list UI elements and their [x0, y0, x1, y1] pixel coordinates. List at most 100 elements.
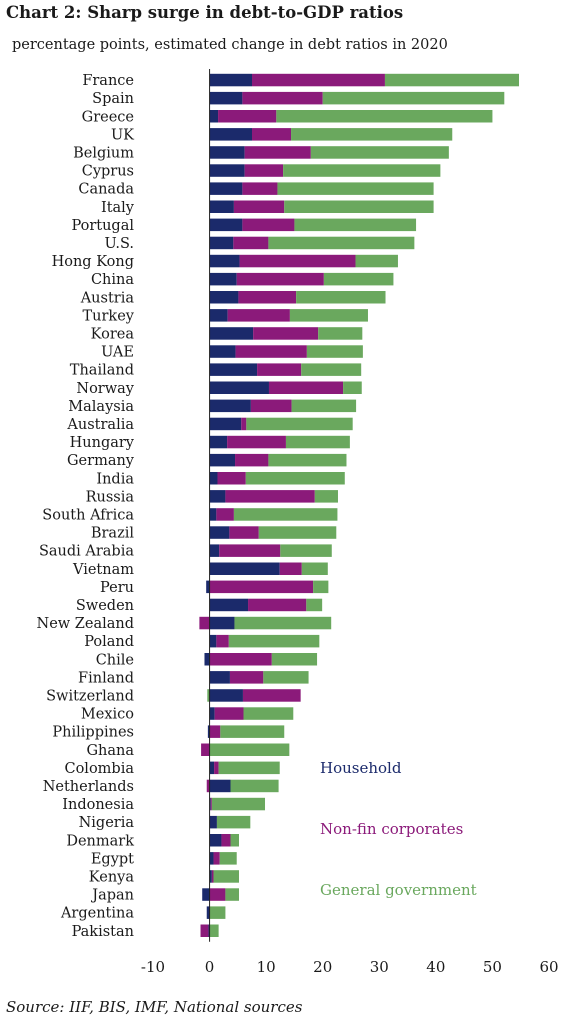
- category-label-hong-kong: Hong Kong: [52, 254, 134, 270]
- bar-mexico-general-government: [243, 707, 294, 720]
- category-label-japan: Japan: [90, 888, 134, 904]
- category-label-thailand: Thailand: [70, 363, 134, 379]
- bars-group: [199, 73, 520, 937]
- bar-colombia-household: [209, 761, 215, 775]
- bar-norway-household: [209, 381, 269, 394]
- bar-colombia-non-fin-corporates: [214, 761, 219, 775]
- source-note: Source: IIF, BIS, IMF, National sources: [6, 998, 303, 1016]
- bar-malaysia-non-fin-corporates: [250, 399, 292, 413]
- bar-malaysia-household: [209, 399, 251, 413]
- legend-non-fin-corporates: Non-fin corporates: [320, 820, 463, 838]
- bar-spain-household: [209, 91, 243, 105]
- category-label-russia: Russia: [86, 489, 135, 505]
- category-label-portugal: Portugal: [71, 218, 134, 234]
- bar-philippines-general-government: [220, 725, 285, 738]
- category-label-austria: Austria: [80, 290, 135, 306]
- bar-australia-non-fin-corporates: [241, 417, 247, 431]
- category-label-brazil: Brazil: [91, 526, 135, 542]
- bar-switzerland-non-fin-corporates: [242, 689, 301, 702]
- bar-turkey-household: [209, 309, 228, 322]
- bar-uae-household: [209, 345, 236, 358]
- category-label-hungary: Hungary: [70, 435, 135, 451]
- bar-colombia-general-government: [218, 761, 280, 775]
- bar-india-non-fin-corporates: [217, 472, 246, 485]
- bar-hungary-general-government: [285, 435, 350, 449]
- category-label-philippines: Philippines: [52, 725, 134, 741]
- bar-germany-household: [209, 453, 236, 467]
- bar-chile-non-fin-corporates: [209, 653, 272, 666]
- bar-uk-non-fin-corporates: [252, 128, 292, 141]
- bar-netherlands-non-fin-corporates: [206, 779, 210, 793]
- bar-hungary-non-fin-corporates: [227, 435, 286, 449]
- stacked-bar-chart: France Spain Greece UK Belgium Cyprus Canada It…: [37, 69, 559, 976]
- category-label-spain: Spain: [92, 91, 134, 107]
- bar-france-household: [209, 73, 252, 87]
- bar-malaysia-general-government: [291, 399, 357, 413]
- category-label-turkey: Turkey: [82, 308, 134, 324]
- category-label-germany: Germany: [67, 453, 135, 469]
- bar-finland-general-government: [263, 671, 309, 684]
- category-label-south-africa: South Africa: [42, 507, 134, 523]
- bar-russia-general-government: [314, 490, 338, 503]
- bar-nigeria-general-government: [216, 815, 251, 829]
- bar-japan-general-government: [225, 888, 239, 901]
- bar-saudi-arabia-general-government: [280, 544, 332, 557]
- bar-norway-non-fin-corporates: [268, 381, 344, 394]
- bar-italy-non-fin-corporates: [233, 200, 285, 213]
- x-tick-label: 0: [205, 958, 215, 976]
- bar-brazil-household: [209, 526, 230, 539]
- category-label-belgium: Belgium: [73, 145, 134, 161]
- bar-new-zealand-household: [209, 616, 235, 630]
- category-label-australia: Australia: [66, 417, 134, 433]
- bar-australia-household: [209, 417, 242, 431]
- bar-korea-household: [209, 327, 254, 340]
- bar-italy-general-government: [284, 200, 434, 213]
- bar-austria-non-fin-corporates: [238, 291, 297, 304]
- bar-egypt-non-fin-corporates: [213, 852, 220, 865]
- category-label-switzerland: Switzerland: [46, 688, 134, 704]
- bar-pakistan-household: [208, 924, 210, 937]
- category-label-netherlands: Netherlands: [43, 779, 134, 795]
- bar-argentina-household: [206, 906, 210, 919]
- bar-korea-general-government: [318, 327, 363, 340]
- category-label-uae: UAE: [101, 345, 134, 361]
- bar-russia-household: [209, 490, 226, 503]
- bar-indonesia-household: [209, 797, 211, 811]
- bar-hong-kong-non-fin-corporates: [239, 254, 356, 268]
- bar-south-africa-non-fin-corporates: [216, 508, 234, 521]
- bar-cyprus-non-fin-corporates: [244, 164, 284, 177]
- bar-philippines-non-fin-corporates: [209, 725, 221, 738]
- bar-hungary-household: [209, 435, 228, 449]
- bar-poland-general-government: [228, 634, 320, 648]
- bar-argentina-general-government: [209, 906, 226, 919]
- bar-hong-kong-household: [209, 254, 240, 268]
- bar-canada-general-government: [277, 182, 434, 195]
- bar-japan-non-fin-corporates: [209, 888, 226, 901]
- bar-pakistan-general-government: [209, 924, 219, 937]
- bar-peru-household: [206, 580, 210, 594]
- bar-saudi-arabia-household: [209, 544, 220, 557]
- bar-poland-household: [209, 634, 217, 648]
- bar-belgium-non-fin-corporates: [244, 146, 311, 159]
- bar-u-s-general-government: [268, 236, 415, 250]
- bar-cyprus-general-government: [283, 164, 441, 177]
- bar-india-general-government: [245, 472, 345, 485]
- bar-greece-household: [209, 110, 219, 123]
- bar-turkey-non-fin-corporates: [227, 309, 290, 322]
- bar-finland-household: [209, 671, 230, 684]
- bar-ghana-general-government: [209, 743, 290, 756]
- bar-china-household: [209, 272, 237, 286]
- bar-brazil-general-government: [258, 526, 337, 539]
- bar-uk-general-government: [291, 128, 453, 141]
- bar-switzerland-general-government: [207, 689, 210, 702]
- bar-new-zealand-non-fin-corporates: [199, 616, 210, 630]
- bar-china-non-fin-corporates: [236, 272, 324, 286]
- bar-saudi-arabia-non-fin-corporates: [219, 544, 281, 557]
- category-label-korea: Korea: [91, 326, 135, 342]
- bar-chile-household: [204, 653, 210, 666]
- bar-switzerland-household: [209, 689, 243, 702]
- bar-indonesia-non-fin-corporates: [210, 797, 212, 811]
- bar-kenya-non-fin-corporates: [211, 870, 214, 883]
- bar-south-africa-household: [209, 508, 217, 521]
- category-label-u-s: U.S.: [104, 236, 134, 252]
